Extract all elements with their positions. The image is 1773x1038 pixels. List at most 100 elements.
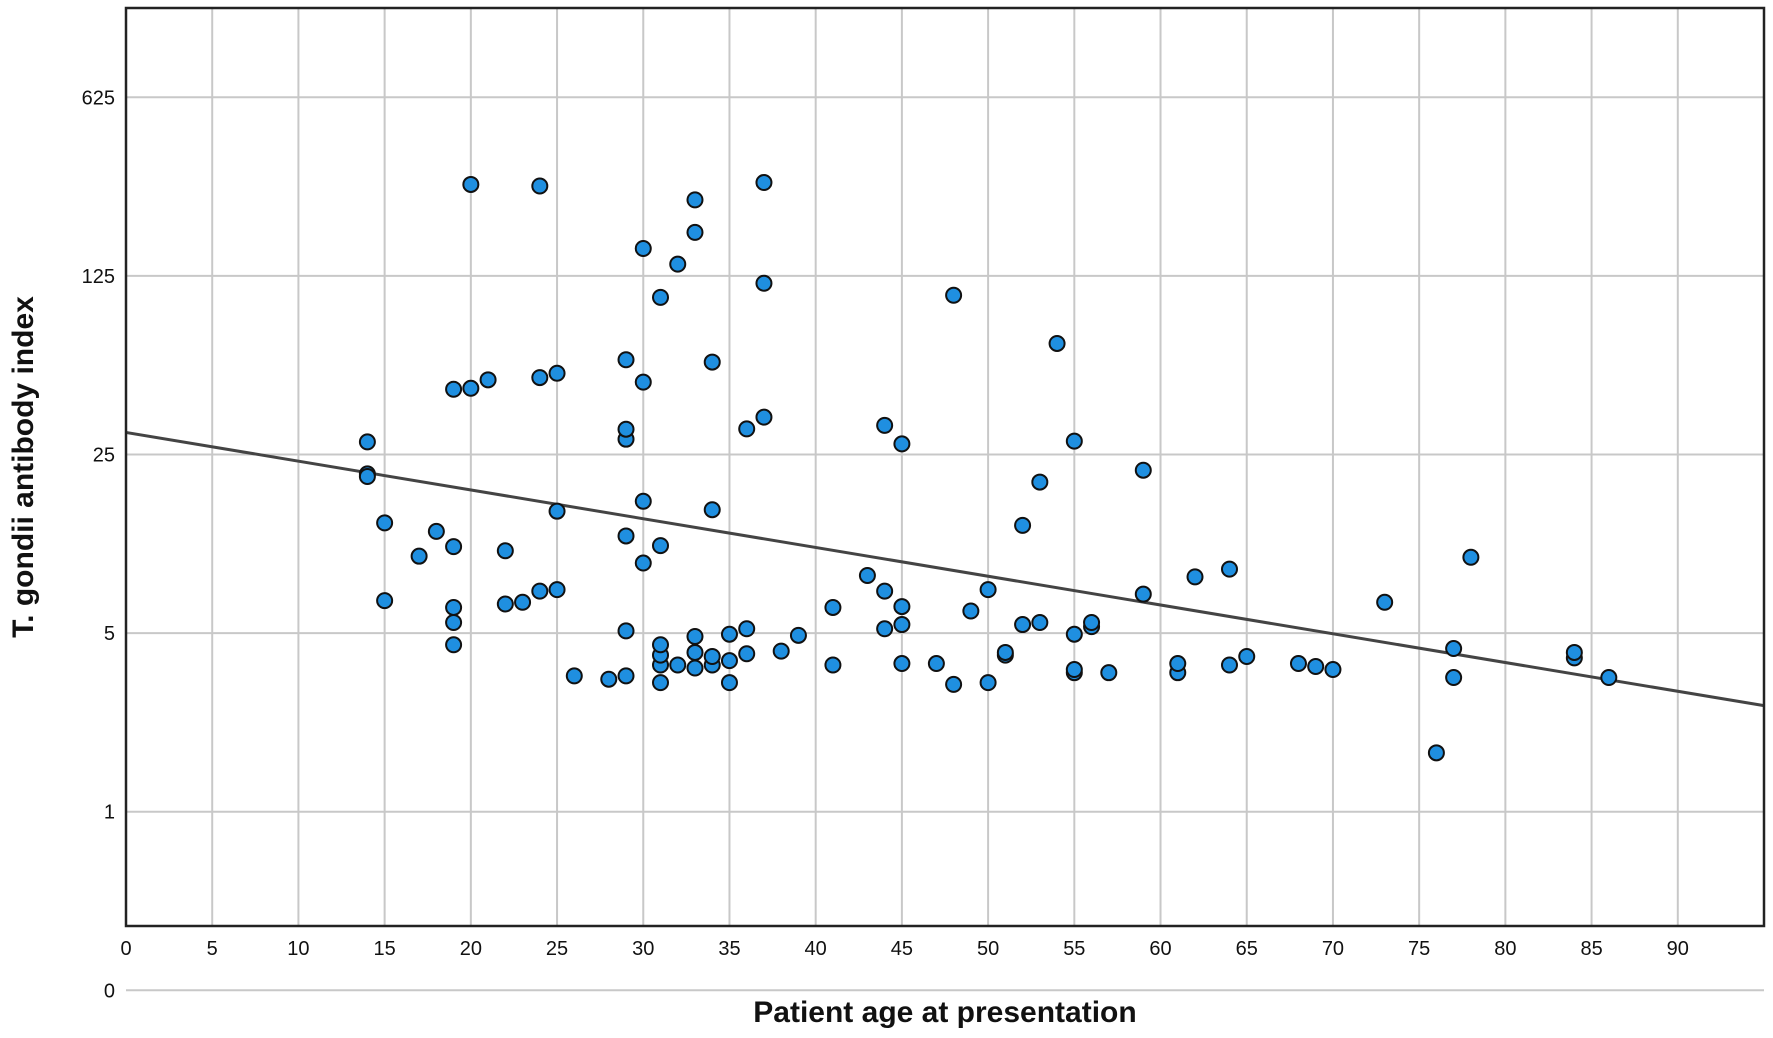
data-point xyxy=(617,527,635,545)
data-point xyxy=(1307,658,1325,676)
data-point xyxy=(720,674,738,692)
data-point xyxy=(496,542,514,560)
data-point xyxy=(376,514,394,532)
data-point xyxy=(1083,614,1101,632)
data-point xyxy=(738,620,756,638)
data-point xyxy=(531,177,549,195)
data-point xyxy=(876,416,894,434)
data-point xyxy=(703,647,721,665)
data-point xyxy=(858,567,876,585)
data-point xyxy=(376,592,394,610)
data-point xyxy=(686,627,704,645)
data-point xyxy=(1048,334,1066,352)
x-tick-label-55: 55 xyxy=(1063,938,1085,960)
data-point xyxy=(893,598,911,616)
data-point xyxy=(686,643,704,661)
data-point xyxy=(979,581,997,599)
data-point xyxy=(479,371,497,389)
data-point xyxy=(445,636,463,654)
data-points xyxy=(358,174,1618,762)
x-tick-label-15: 15 xyxy=(374,938,396,960)
data-point xyxy=(565,667,583,685)
data-point xyxy=(945,286,963,304)
data-point xyxy=(1427,744,1445,762)
data-point xyxy=(1376,593,1394,611)
data-point xyxy=(1324,661,1342,679)
data-point xyxy=(634,240,652,258)
data-point xyxy=(514,593,532,611)
trendline-group xyxy=(125,430,1765,708)
x-tick-label-75: 75 xyxy=(1408,938,1430,960)
data-point xyxy=(634,373,652,391)
data-point xyxy=(893,655,911,673)
x-tick-label-5: 5 xyxy=(207,938,218,960)
data-point xyxy=(738,645,756,663)
data-point xyxy=(703,501,721,519)
x-tick-label-85: 85 xyxy=(1580,938,1602,960)
data-point xyxy=(358,468,376,486)
data-point xyxy=(789,626,807,644)
data-point xyxy=(427,522,445,540)
data-point xyxy=(824,598,842,616)
data-point xyxy=(945,675,963,693)
data-point xyxy=(1186,568,1204,586)
x-tick-label-65: 65 xyxy=(1236,938,1258,960)
data-point xyxy=(1031,614,1049,632)
data-point xyxy=(979,674,997,692)
data-point xyxy=(652,537,670,555)
data-point xyxy=(824,656,842,674)
x-tick-labels: 0 5 10 15 20 25 30 35 40 45 50 55 60 65 70 75 80 85 90 xyxy=(120,938,1688,960)
data-point xyxy=(634,554,652,572)
data-point xyxy=(548,581,566,599)
data-point xyxy=(1565,643,1583,661)
data-point xyxy=(686,191,704,209)
data-point xyxy=(548,364,566,382)
data-point xyxy=(996,643,1014,661)
y-tick-label-1: 1 xyxy=(104,802,115,824)
data-point xyxy=(755,274,773,292)
data-point xyxy=(703,353,721,371)
data-point xyxy=(531,582,549,600)
data-point xyxy=(1445,669,1463,687)
data-point xyxy=(410,547,428,565)
x-axis-title: Patient age at presentation xyxy=(753,996,1136,1029)
data-point xyxy=(1220,560,1238,578)
data-point xyxy=(1100,664,1118,682)
x-tick-label-30: 30 xyxy=(632,938,654,960)
data-point xyxy=(531,369,549,387)
x-tick-label-10: 10 xyxy=(287,938,309,960)
data-point xyxy=(962,602,980,620)
data-point xyxy=(893,616,911,634)
data-point xyxy=(1462,548,1480,566)
x-tick-label-40: 40 xyxy=(805,938,827,960)
y-tick-label-0: 0 xyxy=(104,980,115,1002)
x-tick-label-70: 70 xyxy=(1322,938,1344,960)
data-point xyxy=(358,433,376,451)
x-tick-label-50: 50 xyxy=(977,938,999,960)
x-tick-label-0: 0 xyxy=(120,938,131,960)
data-point xyxy=(445,614,463,632)
x-tick-label-60: 60 xyxy=(1149,938,1171,960)
y-tick-label-625: 625 xyxy=(82,87,115,109)
data-point xyxy=(1600,669,1618,687)
data-point xyxy=(755,174,773,192)
data-point xyxy=(772,642,790,660)
data-point xyxy=(600,670,618,688)
data-point xyxy=(634,492,652,510)
x-tick-label-35: 35 xyxy=(718,938,740,960)
data-point xyxy=(1065,661,1083,679)
data-point xyxy=(462,379,480,397)
data-point xyxy=(738,420,756,438)
data-point xyxy=(720,652,738,670)
data-point xyxy=(1031,473,1049,491)
data-point xyxy=(686,659,704,677)
data-point xyxy=(1238,647,1256,665)
data-point xyxy=(1014,516,1032,534)
y-tick-label-5: 5 xyxy=(104,623,115,645)
x-tick-label-90: 90 xyxy=(1667,938,1689,960)
data-point xyxy=(617,667,635,685)
data-point xyxy=(462,175,480,193)
data-point xyxy=(617,622,635,640)
x-tick-label-20: 20 xyxy=(460,938,482,960)
